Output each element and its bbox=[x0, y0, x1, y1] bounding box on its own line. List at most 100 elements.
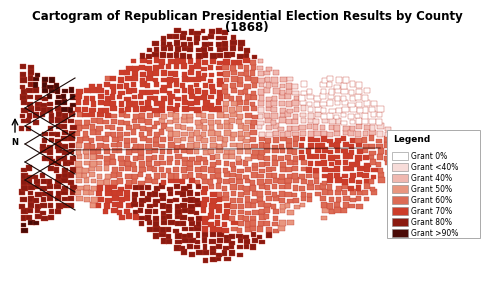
Bar bbox=[266, 173, 272, 178]
Bar bbox=[28, 220, 35, 225]
Bar bbox=[229, 216, 235, 221]
Bar bbox=[259, 150, 264, 155]
Bar bbox=[328, 155, 334, 161]
Bar bbox=[190, 252, 195, 257]
Bar bbox=[273, 222, 278, 226]
Bar bbox=[104, 160, 110, 165]
Bar bbox=[215, 106, 221, 112]
Bar bbox=[62, 130, 68, 136]
Bar bbox=[223, 179, 230, 184]
Bar bbox=[126, 66, 133, 70]
Bar bbox=[244, 131, 249, 136]
Bar bbox=[272, 96, 277, 101]
Bar bbox=[83, 100, 89, 105]
Bar bbox=[313, 119, 319, 124]
Bar bbox=[98, 94, 104, 99]
Bar bbox=[362, 137, 367, 143]
Bar bbox=[40, 186, 47, 190]
Bar bbox=[68, 135, 75, 141]
Bar bbox=[153, 202, 159, 207]
Bar bbox=[124, 196, 130, 201]
Bar bbox=[355, 131, 361, 137]
Bar bbox=[273, 148, 279, 153]
Bar bbox=[161, 114, 166, 119]
Bar bbox=[173, 229, 179, 233]
Bar bbox=[69, 149, 74, 154]
Bar bbox=[181, 131, 188, 136]
Bar bbox=[168, 191, 173, 196]
Bar bbox=[159, 101, 165, 107]
Bar bbox=[88, 138, 94, 143]
Bar bbox=[343, 77, 349, 83]
Bar bbox=[187, 233, 193, 238]
Bar bbox=[244, 100, 249, 105]
Bar bbox=[237, 100, 243, 105]
Bar bbox=[180, 144, 185, 149]
Bar bbox=[308, 160, 314, 166]
Bar bbox=[329, 162, 334, 166]
Bar bbox=[299, 155, 305, 160]
Bar bbox=[147, 130, 152, 136]
Bar bbox=[105, 101, 110, 106]
Bar bbox=[329, 142, 334, 148]
Bar bbox=[153, 70, 159, 76]
Bar bbox=[82, 173, 87, 178]
Bar bbox=[308, 118, 315, 123]
Bar bbox=[47, 179, 52, 185]
Bar bbox=[145, 119, 152, 124]
Bar bbox=[252, 115, 258, 119]
Bar bbox=[161, 78, 167, 82]
Bar bbox=[279, 191, 285, 196]
Bar bbox=[334, 155, 340, 159]
Bar bbox=[356, 89, 362, 94]
Bar bbox=[130, 59, 136, 63]
Bar bbox=[133, 209, 138, 214]
Bar bbox=[342, 190, 347, 195]
Bar bbox=[133, 185, 139, 190]
Bar bbox=[327, 184, 332, 190]
Bar bbox=[281, 162, 286, 167]
Bar bbox=[154, 112, 160, 117]
Bar bbox=[154, 173, 161, 179]
Bar bbox=[175, 58, 182, 64]
Bar bbox=[216, 99, 221, 105]
Bar bbox=[300, 203, 305, 207]
Bar bbox=[175, 154, 182, 159]
Bar bbox=[119, 77, 124, 83]
Bar bbox=[161, 36, 165, 41]
Bar bbox=[202, 144, 207, 149]
Bar bbox=[140, 81, 147, 87]
Bar bbox=[245, 65, 249, 71]
Bar bbox=[140, 72, 146, 76]
Bar bbox=[132, 174, 138, 179]
Bar bbox=[210, 198, 217, 203]
Bar bbox=[265, 161, 270, 166]
Bar bbox=[239, 204, 244, 209]
Bar bbox=[131, 88, 137, 94]
Bar bbox=[76, 161, 82, 167]
Bar bbox=[189, 133, 194, 137]
Bar bbox=[357, 108, 364, 113]
Bar bbox=[350, 96, 356, 101]
Bar bbox=[90, 96, 95, 100]
Bar bbox=[161, 211, 166, 215]
Bar bbox=[208, 213, 214, 219]
Bar bbox=[21, 99, 27, 104]
Bar bbox=[118, 127, 124, 131]
Bar bbox=[350, 189, 356, 195]
Bar bbox=[238, 136, 245, 141]
Bar bbox=[342, 174, 348, 178]
Bar bbox=[55, 100, 62, 105]
Bar bbox=[328, 168, 334, 172]
Bar bbox=[146, 138, 153, 143]
Bar bbox=[181, 167, 187, 172]
Bar bbox=[371, 175, 376, 179]
Bar bbox=[208, 103, 214, 107]
Bar bbox=[356, 82, 363, 88]
Bar bbox=[307, 193, 312, 197]
Bar bbox=[222, 250, 227, 256]
Bar bbox=[195, 100, 201, 105]
Bar bbox=[294, 205, 300, 209]
Bar bbox=[392, 229, 408, 237]
Bar bbox=[329, 150, 333, 154]
